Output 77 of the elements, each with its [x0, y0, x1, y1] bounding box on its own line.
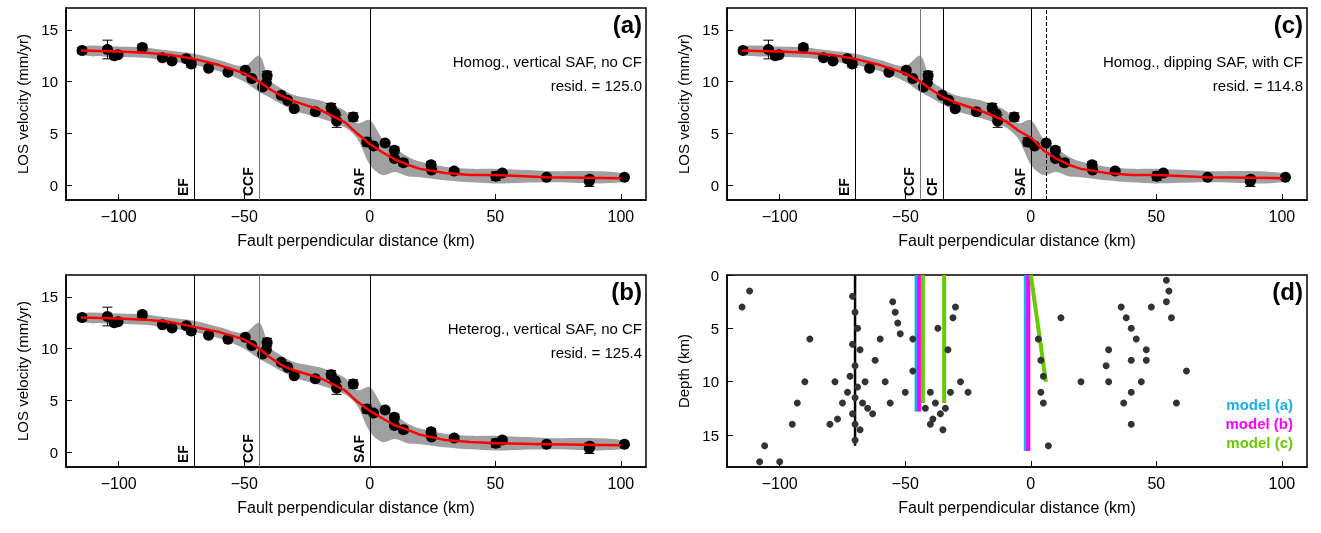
y-tick-label: 10 — [41, 340, 58, 358]
y-tick-label: 0 — [710, 266, 719, 284]
y-tick-label: 15 — [41, 288, 58, 306]
annotation: resid. = 114.8 — [1212, 77, 1303, 94]
y-tick-label: 0 — [49, 443, 58, 461]
point — [949, 103, 961, 115]
ref-line-label: SAF — [1011, 167, 1028, 196]
y-tick-label: 5 — [49, 392, 58, 410]
annotation: Heterog., vertical SAF, no CF — [447, 320, 642, 337]
y-tick-label: 0 — [49, 176, 58, 194]
ref-line-label: CCF — [240, 433, 257, 463]
x-tick-label: −50 — [230, 207, 258, 225]
point — [864, 62, 876, 74]
y-tick-label: 5 — [710, 319, 719, 337]
ref-line-label: EF — [175, 444, 192, 463]
x-axis-title: Fault perpendicular distance (km) — [237, 231, 475, 249]
x-tick-label: 0 — [1026, 474, 1036, 492]
x-tick-label: −100 — [761, 207, 798, 225]
x-tick-label: 100 — [1268, 474, 1296, 492]
ref-line-label: CF — [923, 176, 940, 196]
point — [288, 103, 300, 115]
x-tick-label: 50 — [486, 474, 505, 492]
x-tick-label: 100 — [607, 474, 635, 492]
y-tick-label: 15 — [702, 426, 719, 444]
text: model (b) — [1225, 415, 1293, 432]
x-tick-label: 50 — [1147, 207, 1166, 225]
annotation: resid. = 125.0 — [550, 77, 642, 94]
y-tick-label: 15 — [41, 21, 58, 39]
ref-line-label: SAF — [350, 434, 367, 463]
annotation: Homog., vertical SAF, no CF — [452, 53, 642, 70]
x-tick-label: −100 — [761, 474, 798, 492]
annotation: resid. = 125.4 — [550, 344, 642, 361]
y-axis-title: LOS velocity (mm/yr) — [14, 33, 32, 175]
x-tick-label: 0 — [365, 474, 375, 492]
y-tick-label: 10 — [41, 73, 58, 91]
x-tick-label: 100 — [1268, 207, 1296, 225]
point — [618, 438, 630, 450]
point — [1279, 171, 1291, 183]
annotation: (b) — [611, 277, 642, 305]
text: model (c) — [1226, 434, 1293, 451]
y-tick-label: 0 — [710, 176, 719, 194]
y-tick-label: 15 — [702, 21, 719, 39]
y-axis-title: LOS velocity (mm/yr) — [675, 33, 693, 175]
x-tick-label: 50 — [486, 207, 505, 225]
point — [618, 171, 630, 183]
y-tick-label: 5 — [710, 125, 719, 143]
x-axis-title: Fault perpendicular distance (km) — [898, 231, 1136, 249]
x-tick-label: −50 — [891, 474, 919, 492]
ref-line-label: CCF — [240, 166, 257, 196]
x-tick-label: 0 — [365, 207, 375, 225]
x-tick-label: −100 — [100, 207, 137, 225]
x-tick-label: −50 — [230, 474, 258, 492]
annotation: Homog., dipping SAF, with CF — [1102, 53, 1303, 70]
ref-line-label: EF — [175, 177, 192, 196]
x-tick-label: 100 — [607, 207, 635, 225]
y-axis-title: Depth (km) — [675, 333, 693, 409]
y-tick-label: 10 — [702, 373, 719, 391]
y-tick-label: 10 — [702, 73, 719, 91]
x-tick-label: 0 — [1026, 207, 1036, 225]
annotation: (d) — [1272, 277, 1303, 305]
x-axis-title: Fault perpendicular distance (km) — [898, 498, 1136, 516]
y-axis-title: LOS velocity (mm/yr) — [14, 300, 32, 442]
point — [379, 404, 391, 416]
annotation: (a) — [612, 10, 642, 38]
y-tick-label: 5 — [49, 125, 58, 143]
ref-line-label: SAF — [350, 167, 367, 196]
point — [379, 137, 391, 149]
x-tick-label: 50 — [1147, 474, 1166, 492]
ref-line-label: CCF — [901, 166, 918, 196]
point — [203, 62, 215, 74]
ref-line-label: EF — [836, 177, 853, 196]
point — [203, 329, 215, 341]
annotation: (c) — [1273, 10, 1303, 38]
x-tick-label: −50 — [891, 207, 919, 225]
x-tick-label: −100 — [100, 474, 137, 492]
text: model (a) — [1226, 396, 1293, 413]
x-axis-title: Fault perpendicular distance (km) — [237, 498, 475, 516]
